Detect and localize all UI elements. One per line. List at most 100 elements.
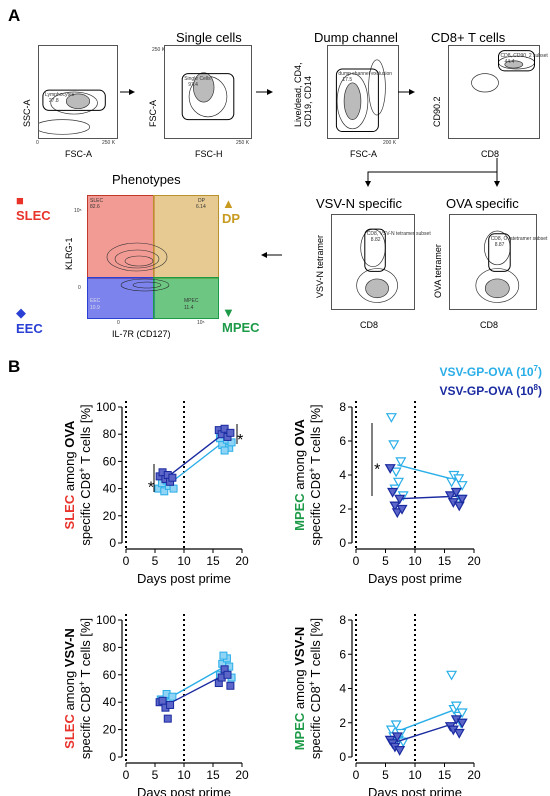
y-tick-label: 20	[103, 509, 117, 523]
y-axis-label-part: VSV-N	[292, 627, 307, 666]
y-tick-label: 0	[109, 750, 116, 764]
x-tick-label: 20	[235, 768, 249, 782]
y-tick-label: 40	[103, 482, 117, 496]
x-axis-label: Days post prime	[137, 571, 231, 586]
data-point	[446, 477, 458, 488]
y-axis-label-sup: +	[307, 681, 317, 686]
data-point	[392, 477, 405, 488]
x-tick-label: 10	[177, 768, 191, 782]
x-tick-label: 20	[467, 554, 481, 568]
data-point	[456, 718, 468, 729]
data-point	[220, 424, 229, 433]
legend-item-1e7-exp: 7	[533, 364, 538, 373]
x-axis-label: Days post prime	[368, 571, 462, 586]
y-tick-label: 100	[96, 613, 116, 627]
quadrant-slec-label: SLEC	[90, 198, 104, 204]
flow-plot-xlabel: CD8	[480, 320, 499, 330]
x-tick-label: 20	[467, 768, 481, 782]
gate-name: Lymphocytes	[44, 92, 75, 99]
x-tick-label: 0	[123, 554, 130, 568]
y-axis-label-part: specific CD8	[78, 686, 93, 759]
flow-plot-xtick: 200 K	[383, 140, 397, 146]
data-point	[453, 728, 465, 739]
data-point	[453, 501, 465, 512]
x-axis-label: Days post prime	[137, 785, 231, 796]
quadrant-mpec-label: MPEC	[184, 298, 199, 304]
density-contour	[365, 278, 389, 299]
legend-item-1e8-label: VSV-GP-OVA (10	[439, 384, 534, 398]
quadrant-mpec: MPEC 11.4	[153, 277, 219, 319]
x-tick-label: 0	[353, 554, 360, 568]
y-tick-label: 0	[339, 750, 346, 764]
flow-plot-title: Single cells	[176, 30, 242, 45]
y-axis-label-line2: specific CD8+ T cells [%]	[307, 618, 323, 759]
y-axis-label-sup: +	[77, 467, 87, 472]
x-tick-label: 20	[235, 554, 249, 568]
y-axis-label-part: among	[292, 666, 307, 713]
data-point	[456, 481, 468, 491]
y-tick-label: 60	[103, 668, 117, 682]
data-point	[446, 670, 458, 681]
density-contour	[484, 278, 510, 299]
gate-name: CD8, Ovatetramer subset	[490, 235, 548, 242]
series-trend-line	[397, 464, 457, 481]
y-axis-label-line1: MPEC among OVA	[292, 419, 307, 531]
density-contour	[336, 73, 369, 130]
quadrant-dp: DP 6.14	[153, 195, 219, 279]
data-point	[219, 651, 228, 660]
y-tick-label: 40	[103, 695, 117, 709]
flow-plot-2-density	[181, 72, 235, 121]
gate-value: 97.4	[188, 81, 198, 88]
data-point	[166, 700, 175, 709]
series-trend-line	[166, 432, 226, 479]
x-tick-label: 15	[206, 554, 220, 568]
legend-eec: ◆ EEC	[16, 305, 43, 336]
density-contour	[356, 268, 398, 303]
y-axis-label-part: among	[62, 667, 77, 714]
data-point	[394, 746, 406, 756]
flow-plot-4: CD8, CD90_2 subset 44.4	[448, 45, 548, 139]
x-tick-label: 10	[408, 554, 422, 568]
y-axis-label-part: OVA	[292, 419, 307, 447]
gate-value: 44.4	[504, 58, 515, 65]
y-axis-label-part: specific CD8	[78, 473, 93, 546]
density-contour	[471, 73, 499, 93]
y-axis-label-line2: specific CD8+ T cells [%]	[77, 618, 93, 759]
y-axis-label-part: T cells [%]	[308, 618, 323, 681]
data-point	[391, 508, 403, 519]
gate-outline	[488, 233, 511, 272]
flow-plot-xtick: 250 K	[102, 140, 116, 146]
y-tick-label: 4	[339, 468, 346, 482]
phenotypes-xtick-1: 10⁵	[197, 320, 205, 326]
flow-plot-6-density	[475, 230, 520, 303]
legend-eec-label: EEC	[16, 321, 43, 336]
quadrant-slec-value: 82.6	[90, 204, 100, 210]
quadrant-dp-value: 6.14	[196, 204, 206, 210]
gate-outline	[498, 50, 535, 72]
legend-mpec-label: MPEC	[222, 320, 260, 335]
y-axis-label-sup: +	[307, 467, 317, 472]
flow-plot-1: Lymphocytes 27.8	[38, 45, 118, 139]
significance-marker: *	[148, 480, 154, 497]
x-tick-label: 10	[408, 768, 422, 782]
flow-plot-4-density	[471, 50, 535, 93]
x-tick-label: 5	[382, 554, 389, 568]
x-tick-label: 15	[438, 768, 452, 782]
data-point	[163, 714, 172, 723]
data-point	[394, 494, 406, 505]
phenotypes-title: Phenotypes	[112, 172, 181, 187]
flow-plot-title: VSV-N specific	[316, 196, 402, 211]
gate-name: Single Cells	[184, 75, 211, 82]
data-point	[226, 681, 235, 690]
triangle-down-icon: ▼	[222, 305, 235, 320]
y-axis-label-part: OVA	[62, 420, 77, 448]
y-tick-label: 100	[96, 400, 116, 414]
y-axis-label-line1: SLEC among VSV-N	[62, 628, 77, 749]
x-tick-label: 5	[382, 768, 389, 782]
quadrant-mpec-value: 11.4	[184, 305, 194, 311]
y-tick-label: 2	[339, 502, 346, 516]
y-axis-label-part: T cells [%]	[78, 404, 93, 467]
phenotypes-ytick-1: 10⁵	[74, 208, 82, 214]
data-point	[227, 438, 236, 447]
